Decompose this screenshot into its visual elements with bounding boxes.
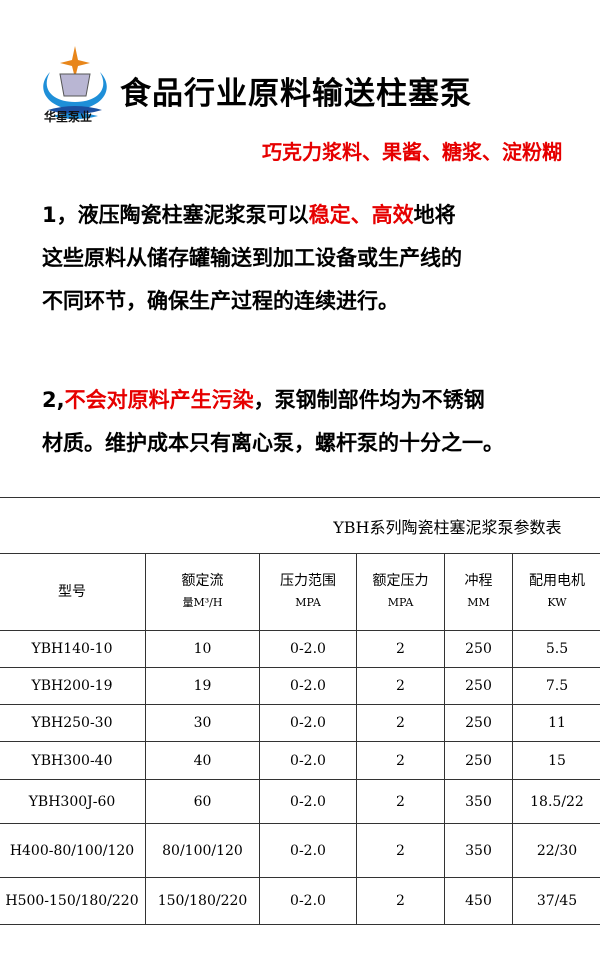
table-cell: 0-2.0: [259, 667, 357, 705]
table-cell: 450: [444, 877, 513, 925]
table-cell: 0-2.0: [259, 877, 357, 925]
table-cell: 2: [356, 630, 445, 668]
spec-table: YBH系列陶瓷柱塞泥浆泵参数表 型号 额定流 量M³/H 压力范围 MPA 额定压力 MPA…: [0, 497, 600, 925]
table-cell: YBH250-30: [0, 704, 146, 742]
table-cell: YBH200-19: [0, 667, 146, 705]
table-cell: 2: [356, 667, 445, 705]
table-cell: 40: [145, 741, 260, 780]
table-cell: 2: [356, 823, 445, 878]
table-cell: 0-2.0: [259, 704, 357, 742]
table-cell: 11: [512, 704, 600, 742]
table-cell: 150/180/220: [145, 877, 260, 925]
table-cell: YBH140-10: [0, 630, 146, 668]
table-cell: 7.5: [512, 667, 600, 705]
table-cell: 2: [356, 704, 445, 742]
header-cell: 配用电机 KW: [512, 553, 600, 631]
table-cell: H500-150/180/220: [0, 877, 146, 925]
table-row: YBH250-30 30 0-2.0 2 250 11: [0, 704, 600, 742]
paragraph-1: 1，液压陶瓷柱塞泥浆泵可以稳定、高效地将 这些原料从储存罐输送到加工设备或生产线…: [42, 203, 462, 313]
table-cell: 2: [356, 779, 445, 824]
table-row: H500-150/180/220 150/180/220 0-2.0 2 450 37/4…: [0, 877, 600, 925]
table-cell: 19: [145, 667, 260, 705]
table-row: YBH140-10 10 0-2.0 2 250 5.5: [0, 630, 600, 668]
table-row: YBH300-40 40 0-2.0 2 250 15: [0, 741, 600, 780]
table-cell: 10: [145, 630, 260, 668]
header-cell: 压力范围 MPA: [259, 553, 357, 631]
page-title: 食品行业原料输送柱塞泵: [120, 76, 472, 112]
table-cell: 350: [444, 779, 513, 824]
table-cell: 60: [145, 779, 260, 824]
header-cell: 型号: [0, 553, 146, 631]
table-cell: YBH300-40: [0, 741, 146, 780]
table-cell: 0-2.0: [259, 630, 357, 668]
table-cell: 0-2.0: [259, 741, 357, 780]
table-cell: 0-2.0: [259, 779, 357, 824]
table-cell: 250: [444, 630, 513, 668]
subtitle: 巧克力浆料、果酱、糖浆、淀粉糊: [262, 140, 562, 164]
table-cell: YBH300J-60: [0, 779, 146, 824]
header-cell: 额定流 量M³/H: [145, 553, 260, 631]
table-cell: 15: [512, 741, 600, 780]
table-cell: 350: [444, 823, 513, 878]
table-row: H400-80/100/120 80/100/120 0-2.0 2 350 22/30: [0, 823, 600, 878]
table-cell: 0-2.0: [259, 823, 357, 878]
table-cell: 18.5/22: [512, 779, 600, 824]
table-row: YBH200-19 19 0-2.0 2 250 7.5: [0, 667, 600, 705]
header-cell: 额定压力 MPA: [356, 553, 445, 631]
table-header: 型号 额定流 量M³/H 压力范围 MPA 额定压力 MPA 冲程 MM 配用电机 KW: [0, 553, 600, 631]
header-cell: 冲程 MM: [444, 553, 513, 631]
table-caption: YBH系列陶瓷柱塞泥浆泵参数表: [0, 497, 600, 554]
table-cell: 5.5: [512, 630, 600, 668]
table-cell: 80/100/120: [145, 823, 260, 878]
table-row: YBH300J-60 60 0-2.0 2 350 18.5/22: [0, 779, 600, 824]
paragraph-2: 2,不会对原料产生污染，泵钢制部件均为不锈钢 材质。维护成本只有离心泵，螺杆泵的…: [42, 388, 504, 455]
table-cell: 250: [444, 741, 513, 780]
table-cell: 30: [145, 704, 260, 742]
table-cell: H400-80/100/120: [0, 823, 146, 878]
table-cell: 37/45: [512, 877, 600, 925]
table-cell: 2: [356, 877, 445, 925]
huaxing-logo: [43, 46, 107, 119]
table-cell: 22/30: [512, 823, 600, 878]
table-cell: 250: [444, 704, 513, 742]
table-cell: 2: [356, 741, 445, 780]
table-cell: 250: [444, 667, 513, 705]
brand-name: 华星泵业: [44, 110, 93, 124]
